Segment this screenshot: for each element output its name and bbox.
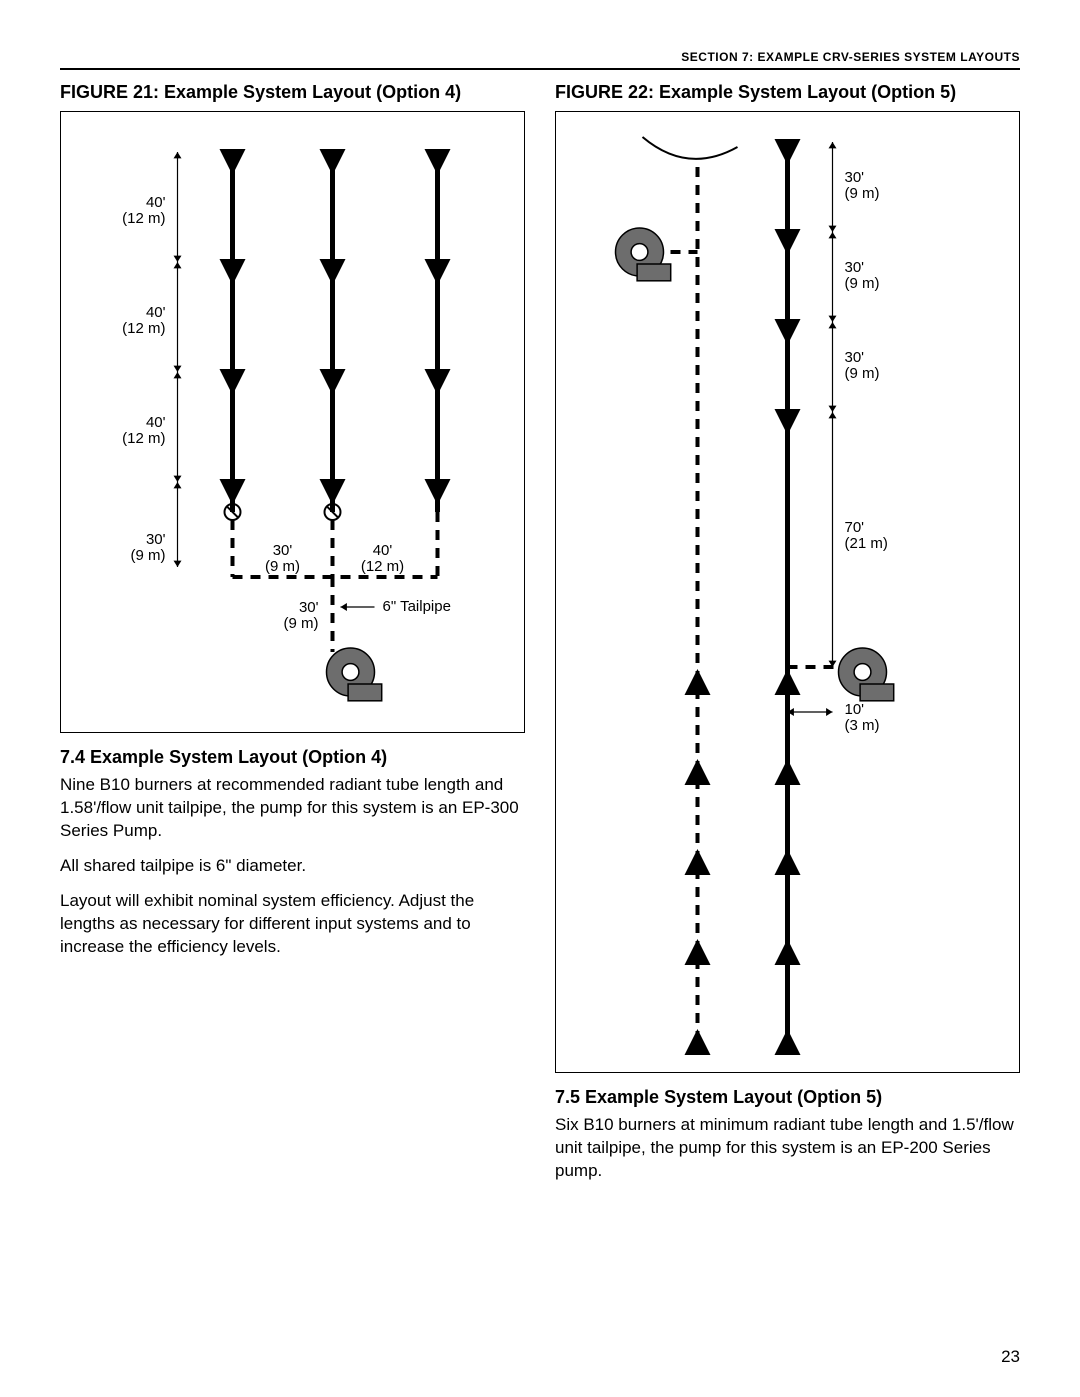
section-7-4-para2: All shared tailpipe is 6" diameter.	[60, 855, 525, 878]
svg-text:(9 m): (9 m)	[845, 365, 880, 382]
svg-text:40': 40'	[146, 414, 166, 431]
svg-text:30': 30'	[845, 169, 865, 186]
figure-21-caption: FIGURE 21: Example System Layout (Option…	[60, 82, 525, 103]
page: SECTION 7: EXAMPLE CRV-SERIES SYSTEM LAY…	[0, 0, 1080, 1397]
svg-text:40': 40'	[146, 194, 166, 211]
svg-text:30': 30'	[299, 599, 319, 616]
section-7-4-para3: Layout will exhibit nominal system effic…	[60, 890, 525, 959]
svg-text:(21 m): (21 m)	[845, 535, 888, 552]
right-column: FIGURE 22: Example System Layout (Option…	[555, 82, 1020, 1195]
svg-text:(12 m): (12 m)	[122, 210, 165, 227]
svg-text:(9 m): (9 m)	[131, 547, 166, 564]
svg-text:(9 m): (9 m)	[845, 275, 880, 292]
svg-text:30': 30'	[845, 259, 865, 276]
section-7-5-heading: 7.5 Example System Layout (Option 5)	[555, 1087, 1020, 1108]
two-column-layout: FIGURE 21: Example System Layout (Option…	[60, 82, 1020, 1195]
svg-text:(12 m): (12 m)	[122, 320, 165, 337]
svg-text:30': 30'	[845, 349, 865, 366]
svg-text:(12 m): (12 m)	[361, 558, 404, 575]
svg-text:(12 m): (12 m)	[122, 430, 165, 447]
svg-text:(3 m): (3 m)	[845, 717, 880, 734]
section-7-4-heading: 7.4 Example System Layout (Option 4)	[60, 747, 525, 768]
figure-21-box: 40'(12 m)40'(12 m)40'(12 m)30'(9 m)30'(9…	[60, 111, 525, 733]
section-7-5-para1: Six B10 burners at minimum radiant tube …	[555, 1114, 1020, 1183]
svg-text:40': 40'	[146, 304, 166, 321]
left-column: FIGURE 21: Example System Layout (Option…	[60, 82, 525, 1195]
svg-text:70': 70'	[845, 519, 865, 536]
figure-22-diagram: 30'(9 m)30'(9 m)30'(9 m)70'(21 m)10'(3 m…	[556, 112, 1019, 1072]
figure-22-box: 30'(9 m)30'(9 m)30'(9 m)70'(21 m)10'(3 m…	[555, 111, 1020, 1073]
svg-text:6" Tailpipe: 6" Tailpipe	[383, 598, 451, 615]
svg-text:(9 m): (9 m)	[284, 615, 319, 632]
figure-22-caption: FIGURE 22: Example System Layout (Option…	[555, 82, 1020, 103]
svg-text:10': 10'	[845, 701, 865, 718]
section-7-4-para1: Nine B10 burners at recommended radiant …	[60, 774, 525, 843]
page-number: 23	[1001, 1347, 1020, 1367]
svg-text:(9 m): (9 m)	[265, 558, 300, 575]
svg-text:(9 m): (9 m)	[845, 185, 880, 202]
svg-text:40': 40'	[373, 542, 393, 559]
figure-21-diagram: 40'(12 m)40'(12 m)40'(12 m)30'(9 m)30'(9…	[61, 112, 524, 732]
svg-text:30': 30'	[146, 531, 166, 548]
svg-text:30': 30'	[273, 542, 293, 559]
section-header: SECTION 7: EXAMPLE CRV-SERIES SYSTEM LAY…	[60, 50, 1020, 70]
